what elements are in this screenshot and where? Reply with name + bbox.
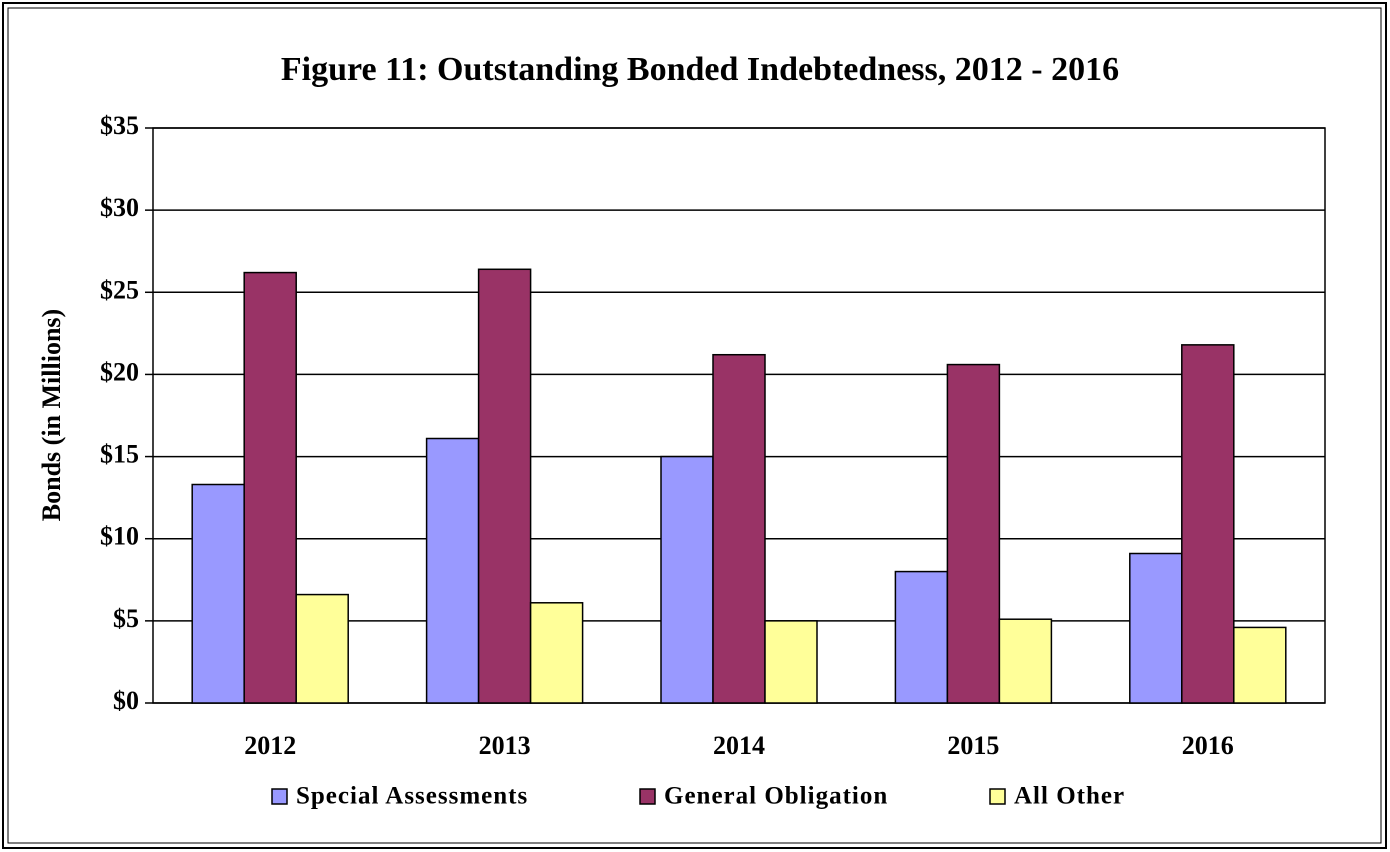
bar xyxy=(243,271,297,704)
y-tick-label: $25 xyxy=(100,275,139,304)
y-tick-label: $15 xyxy=(100,440,139,469)
y-tick-label: $30 xyxy=(100,193,139,222)
x-tick-label: 2012 xyxy=(244,731,296,760)
y-tick-label: $35 xyxy=(100,111,139,140)
bar xyxy=(946,363,1001,704)
y-tick-label: $20 xyxy=(100,357,139,386)
bar xyxy=(712,353,766,704)
legend-label: General Obligation xyxy=(664,783,888,810)
bar xyxy=(529,602,584,704)
bar xyxy=(425,437,480,704)
chart-title: Figure 11: Outstanding Bonded Indebtedne… xyxy=(281,51,1119,88)
bar xyxy=(295,593,349,704)
legend-swatch xyxy=(639,788,656,805)
bar xyxy=(191,483,245,704)
legend-label: Special Assessments xyxy=(296,783,528,810)
bar xyxy=(764,620,818,704)
y-tick-label: $5 xyxy=(113,604,139,633)
bar xyxy=(477,268,532,704)
inner-frame xyxy=(7,7,1382,844)
legend-swatch xyxy=(989,788,1006,805)
bar xyxy=(1233,626,1287,704)
bar xyxy=(1129,552,1183,704)
y-tick-label: $10 xyxy=(100,522,139,551)
y-tick-label: $0 xyxy=(113,686,139,715)
x-tick-label: 2016 xyxy=(1182,731,1234,760)
bar xyxy=(998,618,1053,704)
x-tick-label: 2014 xyxy=(713,731,765,760)
legend-swatch xyxy=(271,788,288,805)
bar xyxy=(660,455,714,704)
bar xyxy=(894,570,949,704)
y-axis-label: Bonds (in Millions) xyxy=(37,309,66,521)
x-tick-label: 2015 xyxy=(947,731,999,760)
bar xyxy=(1181,344,1235,704)
x-tick-label: 2013 xyxy=(479,731,531,760)
legend-label: All Other xyxy=(1014,783,1125,810)
